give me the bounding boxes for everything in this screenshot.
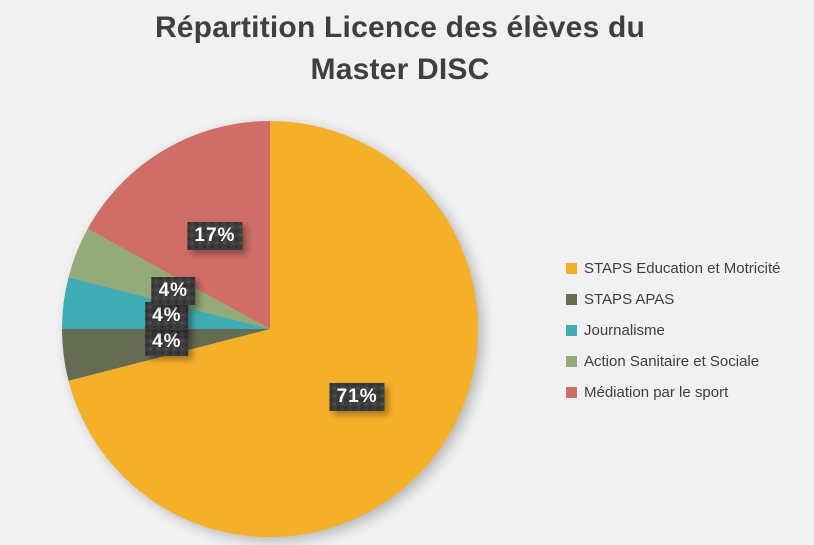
pie-slice-2 bbox=[62, 277, 270, 329]
legend-item-label: STAPS Education et Motricité bbox=[584, 259, 781, 277]
legend-item-staps-apas: STAPS APAS bbox=[566, 290, 780, 308]
legend-item-action-sanitaire: Action Sanitaire et Sociale bbox=[566, 352, 780, 370]
data-label-1: 4% bbox=[145, 328, 188, 356]
legend-swatch-icon bbox=[566, 324, 577, 336]
pie-slice-1 bbox=[62, 329, 270, 381]
legend-item-staps-education: STAPS Education et Motricité bbox=[566, 259, 781, 277]
legend-item-label: Médiation par le sport bbox=[584, 383, 729, 401]
legend-item-label: Action Sanitaire et Sociale bbox=[584, 352, 760, 370]
legend-item-label: STAPS APAS bbox=[584, 290, 675, 308]
chart-title-line-1: Répartition Licence des élèves du bbox=[154, 11, 646, 44]
legend-swatch-icon bbox=[566, 355, 577, 367]
legend-swatch-icon bbox=[566, 262, 577, 274]
legend-item-journalisme: Journalisme bbox=[566, 321, 780, 339]
data-label-4: 17% bbox=[187, 222, 242, 250]
data-label-0: 71% bbox=[330, 383, 385, 411]
legend: STAPS Education et Motricité STAPS APAS … bbox=[566, 260, 780, 415]
data-label-3: 4% bbox=[152, 277, 195, 305]
data-label-2: 4% bbox=[145, 302, 188, 330]
legend-item-mediation-sport: Médiation par le sport bbox=[566, 383, 780, 401]
legend-swatch-icon bbox=[566, 293, 577, 305]
chart-title-line-2: Master DISC bbox=[310, 53, 490, 86]
pie-slice-3 bbox=[68, 228, 270, 329]
legend-item-label: Journalisme bbox=[584, 321, 665, 339]
pie-slice-4 bbox=[87, 121, 270, 329]
legend-swatch-icon bbox=[566, 386, 577, 398]
chart-title: Répartition Licence des élèves du Master… bbox=[0, 7, 800, 91]
pie-slice-0 bbox=[68, 121, 478, 537]
